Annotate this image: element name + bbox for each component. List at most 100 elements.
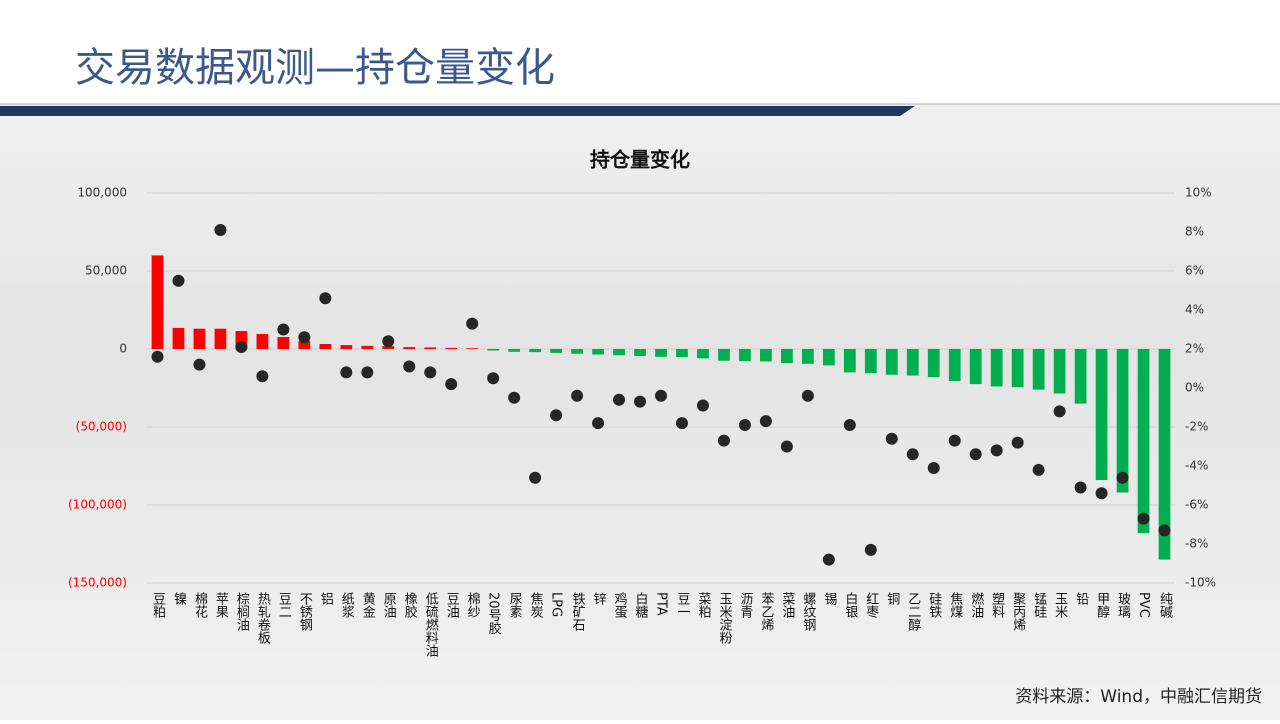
bar [508,349,521,352]
dot [634,395,647,408]
x-tick-label: 锰硅 [1031,592,1047,618]
y2-tick-label: -8% [1185,537,1208,551]
bar [969,349,982,385]
bar [990,349,1003,387]
x-tick-label: 锡 [821,592,837,605]
bar [1074,349,1087,404]
x-tick-label: 20号胶 [486,592,502,636]
bar [361,345,374,349]
x-tick-label: 低硫燃料油 [423,592,439,657]
x-tick-label: 尿素 [507,592,523,618]
dot [696,399,709,412]
dot [592,417,605,430]
bar [1011,349,1024,388]
bar [885,349,898,375]
x-tick-label: 菜油 [779,592,795,618]
bar [298,341,311,349]
bar [340,345,353,349]
dot [1095,487,1108,500]
bar [634,349,646,357]
y2-tick-label: 0% [1185,381,1204,395]
x-tick-label: 螺纹钢 [800,592,816,632]
y2-tick-label: 8% [1185,225,1204,239]
y2-tick-label: 10% [1185,186,1212,200]
bar [529,349,541,353]
dot [1032,463,1045,476]
x-tick-label: 聚丙烯 [1010,592,1026,631]
chart-title: 持仓量变化 [590,148,690,172]
y-tick-label: 100,000 [77,186,127,200]
bar [697,349,709,359]
bar [403,347,416,349]
dot [780,440,793,453]
dot [738,419,751,432]
x-tick-label: 玻璃 [1115,592,1131,618]
x-tick-label: 菜粕 [695,592,711,618]
dot [466,317,479,330]
dot [382,335,395,348]
x-tick-label: 原油 [381,592,397,618]
bar [445,347,458,349]
x-tick-label: PVC [1136,592,1151,618]
dot [361,366,374,379]
x-tick-label: 沥青 [737,592,753,618]
dot [1074,481,1087,494]
dot [445,378,458,391]
bar [151,255,164,349]
x-tick-label: 纸浆 [339,592,355,618]
y-tick-label: (100,000) [68,498,127,512]
y-tick-label: (50,000) [76,420,127,434]
bar [1032,349,1045,390]
dot [801,389,814,402]
x-tick-label: 塑料 [989,592,1005,618]
bar [1137,349,1150,534]
x-tick-label: 铜 [884,592,900,605]
x-tick-label: 玉米淀粉 [716,592,732,644]
x-tick-label: 不锈钢 [297,592,313,632]
dot [172,274,185,287]
bar [466,348,479,349]
x-tick-label: 棉花 [192,592,208,619]
bar [739,349,751,362]
bar [235,331,248,349]
x-tick-label: 黄金 [360,592,376,618]
bar [843,349,856,373]
dot [214,224,227,237]
bar [718,349,730,361]
bar [1158,349,1171,560]
bar [550,349,562,353]
header-band [0,0,1280,104]
dot [613,393,626,406]
dot [571,389,584,402]
dot [256,370,269,383]
x-tick-label: 纯碱 [1157,592,1173,618]
dot [717,434,730,447]
x-tick-label: 焦煤 [947,592,963,618]
x-tick-label: 铅 [1073,592,1089,605]
bar [256,334,269,349]
dot [151,350,164,363]
dot [235,341,248,354]
dot [1116,471,1129,484]
x-tick-label: 乙二醇 [905,592,921,631]
bar [927,349,940,378]
x-tick-label: 锌 [591,592,607,605]
x-tick-label: 豆粕 [150,592,166,618]
y2-tick-label: 2% [1185,342,1204,356]
y-tick-label: (150,000) [68,576,127,590]
x-tick-label: 豆油 [444,592,460,618]
dot [277,323,290,336]
bar [487,349,500,351]
bar [781,349,793,364]
dot [1158,524,1171,537]
dot [340,366,353,379]
dot [948,434,961,447]
dot [990,444,1003,457]
bar [822,349,835,366]
dot [969,448,982,461]
x-tick-label: 铁矿石 [570,592,586,631]
x-tick-label: 热轧卷板 [255,592,271,645]
y2-tick-label: 6% [1185,264,1204,278]
dot [1137,512,1150,525]
bar [948,349,961,381]
